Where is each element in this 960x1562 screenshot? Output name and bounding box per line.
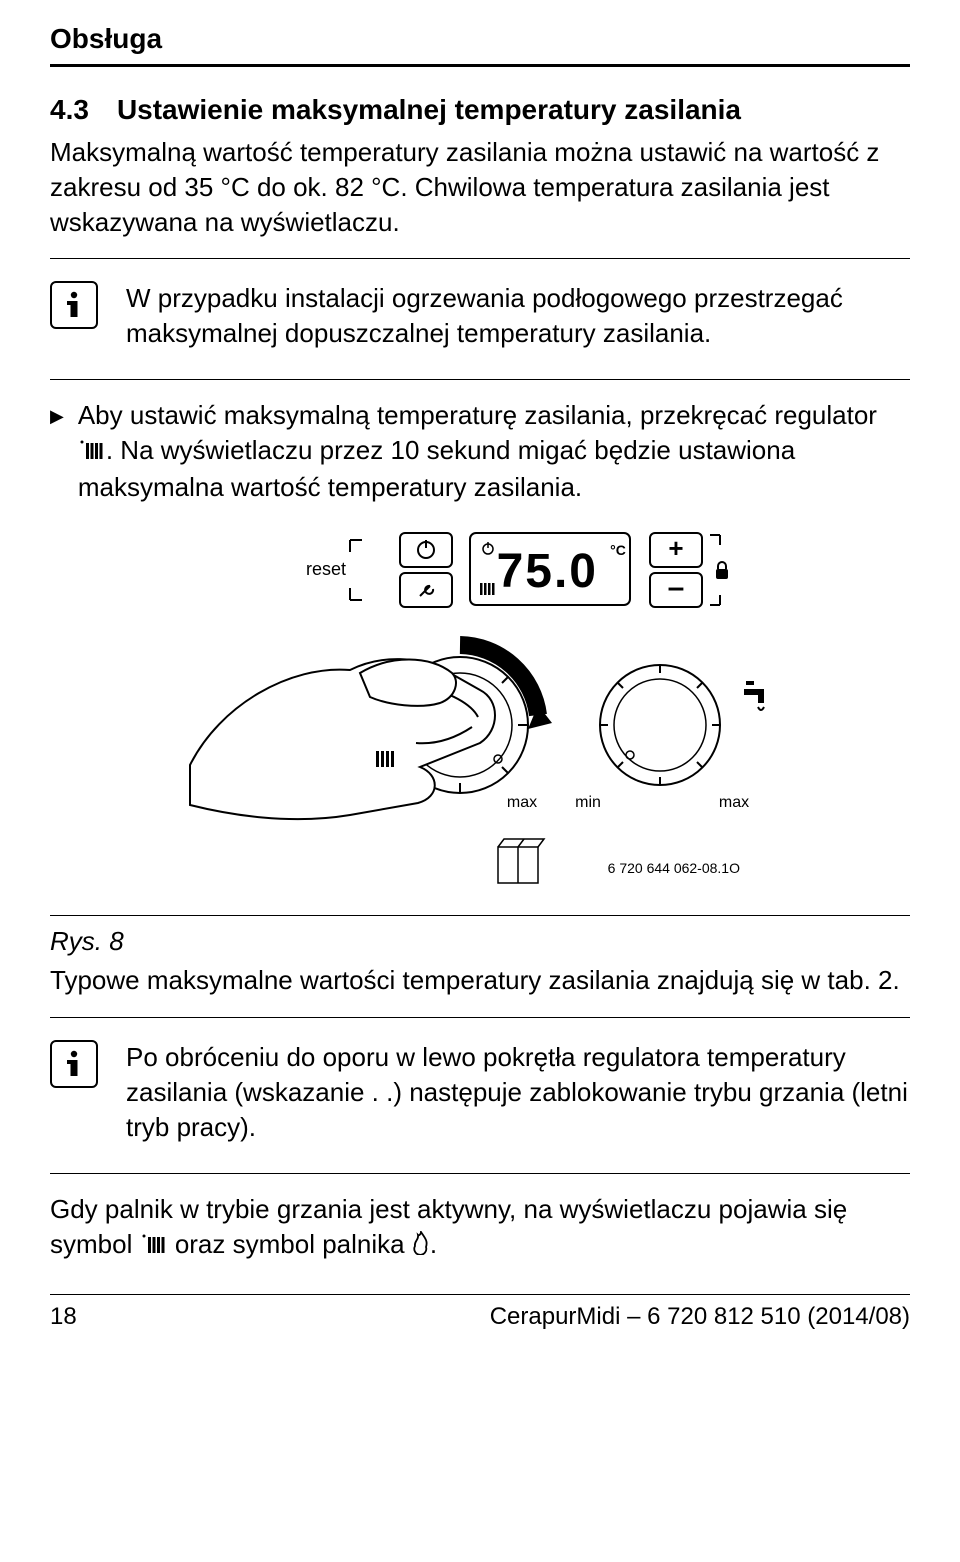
label-min: min	[575, 794, 601, 811]
doc-id: CerapurMidi – 6 720 812 510 (2014/08)	[490, 1301, 910, 1333]
trailing-paragraph: Gdy palnik w trybie grzania jest aktywny…	[50, 1192, 910, 1264]
page-number: 18	[50, 1301, 77, 1333]
info-icon	[50, 1040, 98, 1088]
header-rule	[50, 64, 910, 67]
trailing-part1: Gdy palnik w trybie grzania jest aktywny…	[50, 1194, 847, 1259]
info-text-2: Po obróceniu do oporu w lewo pokrętła re…	[126, 1040, 910, 1145]
radiator-icon	[140, 1229, 168, 1264]
instruction-line1: Aby ustawić maksymalną temperaturę zasil…	[78, 400, 877, 430]
info-text-1: W przypadku instalacji ogrzewania podłog…	[126, 281, 910, 351]
label-max1: max	[507, 794, 537, 811]
figure-followup-text: Typowe maksymalne wartości temperatury z…	[50, 963, 910, 998]
info-box-1: W przypadku instalacji ogrzewania podłog…	[50, 258, 910, 380]
section-title: Ustawienie maksymalnej temperatury zasil…	[117, 91, 741, 129]
svg-text:+: +	[668, 533, 683, 563]
instruction-text: Aby ustawić maksymalną temperaturę zasil…	[78, 398, 910, 505]
figure-caption: Rys. 8	[50, 924, 910, 959]
bullet-marker: ▶	[50, 398, 64, 428]
page-header: Obsługa	[50, 20, 910, 58]
trailing-part3: .	[430, 1229, 437, 1259]
radiator-icon	[78, 435, 106, 470]
intro-paragraph: Maksymalną wartość temperatury zasilania…	[50, 135, 910, 240]
flame-icon	[412, 1229, 430, 1264]
display-value: 75.0	[497, 545, 598, 598]
instruction-line1-after: . Na wyświetlaczu przez 10 sekund migać …	[78, 435, 795, 502]
display-unit: °C	[610, 542, 626, 558]
figure-code: 6 720 644 062-08.1O	[608, 860, 740, 876]
instruction-block: ▶ Aby ustawić maksymalną temperaturę zas…	[50, 398, 910, 916]
svg-text:–: –	[668, 571, 685, 604]
label-max2: max	[719, 794, 749, 811]
info-box-2: Po obróceniu do oporu w lewo pokrętła re…	[50, 1017, 910, 1174]
section-number: 4.3	[50, 91, 89, 129]
section-heading-row: 4.3 Ustawienie maksymalnej temperatury z…	[50, 91, 910, 129]
control-panel-figure: reset 75.0 °C + –	[120, 505, 840, 905]
info-icon	[50, 281, 98, 329]
reset-label: reset	[306, 559, 346, 579]
trailing-part2: oraz symbol palnika	[175, 1229, 412, 1259]
page-footer: 18 CerapurMidi – 6 720 812 510 (2014/08)	[50, 1295, 910, 1333]
